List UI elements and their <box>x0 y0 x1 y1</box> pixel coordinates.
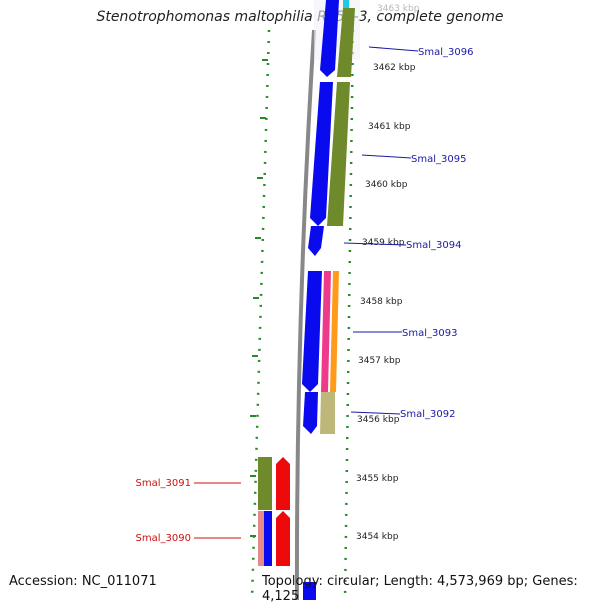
gene-label-smal_3091[interactable]: Smal_3091 <box>136 478 191 489</box>
gene-blue-3093 <box>302 271 322 392</box>
gene-label-smal_3092[interactable]: Smal_3092 <box>400 409 455 420</box>
gene-olive-top <box>337 8 355 77</box>
scale-tick-label: 3461 kbp <box>368 122 411 132</box>
left-guide-dashes <box>250 59 268 537</box>
gene-cyan-top <box>343 0 349 8</box>
gene-khaki-3092 <box>320 392 335 434</box>
scale-tick-label: 3455 kbp <box>356 474 399 484</box>
scale-tick-label: 3459 kbp <box>362 238 405 248</box>
gene-blue-bottom <box>303 582 316 600</box>
genome-title: Stenotrophomonas maltophilia R551-3, com… <box>96 9 504 25</box>
accession-text: Accession: NC_011071 <box>9 574 157 589</box>
gene-salmon-3090 <box>258 511 264 566</box>
scale-tick-label: 3462 kbp <box>373 63 416 73</box>
gene-blue-3090 <box>264 511 272 566</box>
gene-blue-3094 <box>308 226 324 256</box>
gene-pink-3093 <box>321 271 331 392</box>
scale-tick-label: 3458 kbp <box>360 297 403 307</box>
gene-leader-line <box>350 411 401 415</box>
gene-label-smal_3093[interactable]: Smal_3093 <box>402 328 457 339</box>
gene-label-smal_3090[interactable]: Smal_3090 <box>136 533 191 544</box>
gene-red-3090 <box>276 511 290 566</box>
genome-backbone <box>294 29 316 600</box>
scale-tick-label: 3463 kbp <box>377 4 420 14</box>
gene-olive-3095 <box>327 82 350 226</box>
scale-tick-label: 3457 kbp <box>358 356 401 366</box>
gene-leader-line <box>343 242 407 246</box>
gene-red-3091 <box>276 457 290 510</box>
gene-leader-line <box>361 154 412 159</box>
gene-orange-3093 <box>330 271 339 392</box>
scale-tick-label: 3456 kbp <box>357 415 400 425</box>
gene-blue-top <box>320 0 339 77</box>
gene-blue-3092 <box>303 392 318 434</box>
scale-tick-label: 3454 kbp <box>356 532 399 542</box>
gene-olive-3091 <box>258 457 272 510</box>
gene-label-smal_3095[interactable]: Smal_3095 <box>411 154 466 165</box>
gene-label-smal_3096[interactable]: Smal_3096 <box>418 47 473 58</box>
gene-blue-3095 <box>310 82 333 226</box>
gene-label-smal_3094[interactable]: Smal_3094 <box>406 240 461 251</box>
gene-leader-line <box>368 46 419 52</box>
scale-tick-label: 3460 kbp <box>365 180 408 190</box>
